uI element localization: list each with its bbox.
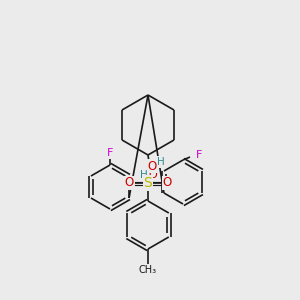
Text: O: O xyxy=(162,176,172,190)
Text: F: F xyxy=(196,150,202,160)
Text: O: O xyxy=(148,170,158,180)
Text: H: H xyxy=(140,170,148,180)
Text: H: H xyxy=(157,157,165,167)
Text: O: O xyxy=(147,160,157,172)
Text: O: O xyxy=(124,176,134,190)
Text: S: S xyxy=(144,176,152,190)
Text: F: F xyxy=(107,148,113,158)
Text: CH₃: CH₃ xyxy=(139,265,157,275)
